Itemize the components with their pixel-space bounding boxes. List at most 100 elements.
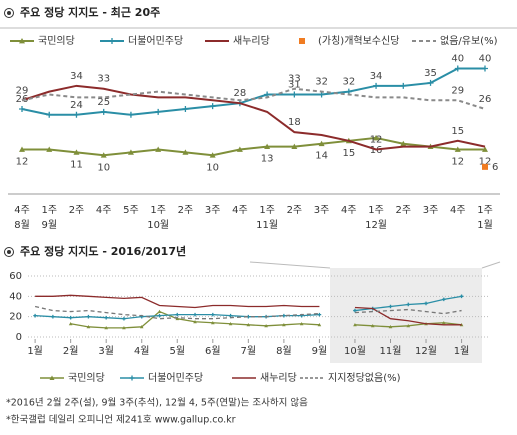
marker — [299, 38, 305, 44]
marker — [373, 134, 380, 141]
marker — [100, 152, 107, 158]
marker — [68, 321, 73, 326]
y-tick-label: 20 — [9, 312, 22, 323]
marker — [236, 146, 243, 152]
x-tick-label: 4주 — [341, 205, 357, 216]
series-line — [21, 87, 486, 110]
x-tick-label: 3주 — [314, 205, 330, 216]
value-label: 14 — [315, 151, 328, 162]
marker — [482, 146, 488, 152]
x-tick-label: 4월 — [134, 345, 150, 357]
value-label: 13 — [261, 154, 274, 165]
marker — [182, 105, 189, 112]
x-tick-label: 2주 — [287, 205, 303, 216]
value-label: 18 — [288, 117, 301, 128]
title-icon — [4, 8, 14, 18]
series-line — [21, 84, 486, 151]
value-label: 6 — [492, 162, 498, 173]
value-label: 26 — [479, 94, 492, 105]
value-label: 12 — [451, 156, 464, 167]
value-label: 11 — [70, 159, 83, 170]
x-tick-label: 3월 — [98, 345, 114, 357]
x-tick-label: 11월 — [256, 219, 278, 231]
x-tick-label: 2주 — [396, 205, 412, 216]
value-label: 15 — [342, 148, 355, 159]
x-tick-label: 9월 — [312, 345, 328, 357]
marker — [318, 140, 325, 147]
legend-label: 더불어민주당 — [148, 372, 203, 384]
value-label: 33 — [288, 74, 301, 85]
marker — [264, 143, 271, 149]
y-tick-label: 0 — [16, 332, 22, 343]
x-tick-label: 1주 — [259, 205, 275, 216]
x-tick-label: 12월 — [415, 345, 437, 357]
value-label: 31 — [288, 80, 301, 91]
x-tick-label: 6월 — [205, 345, 221, 357]
marker — [482, 163, 488, 170]
legend-label: 새누리당 — [233, 35, 270, 47]
x-tick-label: 1주 — [477, 205, 493, 216]
value-label: 28 — [234, 88, 247, 99]
zoom-connector — [481, 261, 501, 269]
x-tick-label: 1주 — [41, 205, 57, 216]
marker — [264, 324, 268, 328]
title-icon — [4, 247, 14, 257]
marker — [157, 313, 162, 318]
marker — [427, 79, 434, 86]
marker — [182, 149, 189, 155]
x-tick-label: 8월 — [14, 219, 30, 231]
marker — [104, 326, 108, 330]
marker — [291, 91, 298, 98]
marker — [193, 319, 197, 324]
marker — [373, 82, 380, 89]
marker — [46, 146, 53, 152]
marker — [46, 111, 53, 118]
marker — [400, 140, 407, 147]
marker — [127, 149, 134, 155]
marker — [388, 304, 393, 309]
value-label: 34 — [70, 71, 83, 82]
marker — [100, 108, 107, 115]
marker — [291, 143, 298, 149]
marker — [122, 326, 126, 330]
value-label: 29 — [16, 85, 29, 96]
marker — [49, 375, 55, 380]
x-tick-label: 4주 — [232, 205, 248, 216]
marker — [406, 302, 411, 307]
x-tick-label: 5월 — [169, 345, 185, 357]
marker — [122, 316, 126, 321]
marker — [19, 105, 25, 112]
marker — [228, 321, 233, 326]
y-tick-label: 60 — [9, 271, 22, 282]
chart-title: 주요 정당 지지도 - 2016/2017년 — [20, 244, 186, 258]
zoom-region — [330, 268, 482, 363]
series-line — [22, 136, 485, 157]
x-tick-label: 10월 — [344, 345, 366, 357]
marker — [317, 312, 322, 317]
footnote: *2016년 2월 2주(설), 9월 3주(추석), 12월 4, 5주(연말… — [6, 397, 308, 409]
marker — [388, 325, 393, 329]
marker — [353, 323, 357, 327]
marker — [155, 108, 162, 115]
x-tick-label: 2월 — [63, 345, 79, 357]
marker — [19, 38, 25, 44]
marker — [129, 375, 135, 381]
x-tick-label: 4주 — [450, 205, 466, 216]
marker — [86, 325, 91, 329]
value-label: 40 — [451, 53, 464, 64]
series-line — [35, 294, 462, 326]
value-label: 12 — [16, 156, 29, 167]
marker — [353, 308, 357, 313]
marker — [155, 146, 162, 152]
marker — [19, 146, 25, 152]
value-label: 10 — [206, 162, 219, 173]
value-label: 35 — [424, 68, 437, 79]
marker — [209, 152, 216, 158]
marker — [442, 297, 446, 302]
x-tick-label: 4주 — [14, 205, 30, 216]
marker — [51, 314, 55, 319]
x-tick-label: 12월 — [365, 219, 387, 231]
marker — [211, 312, 215, 317]
marker — [68, 315, 73, 320]
